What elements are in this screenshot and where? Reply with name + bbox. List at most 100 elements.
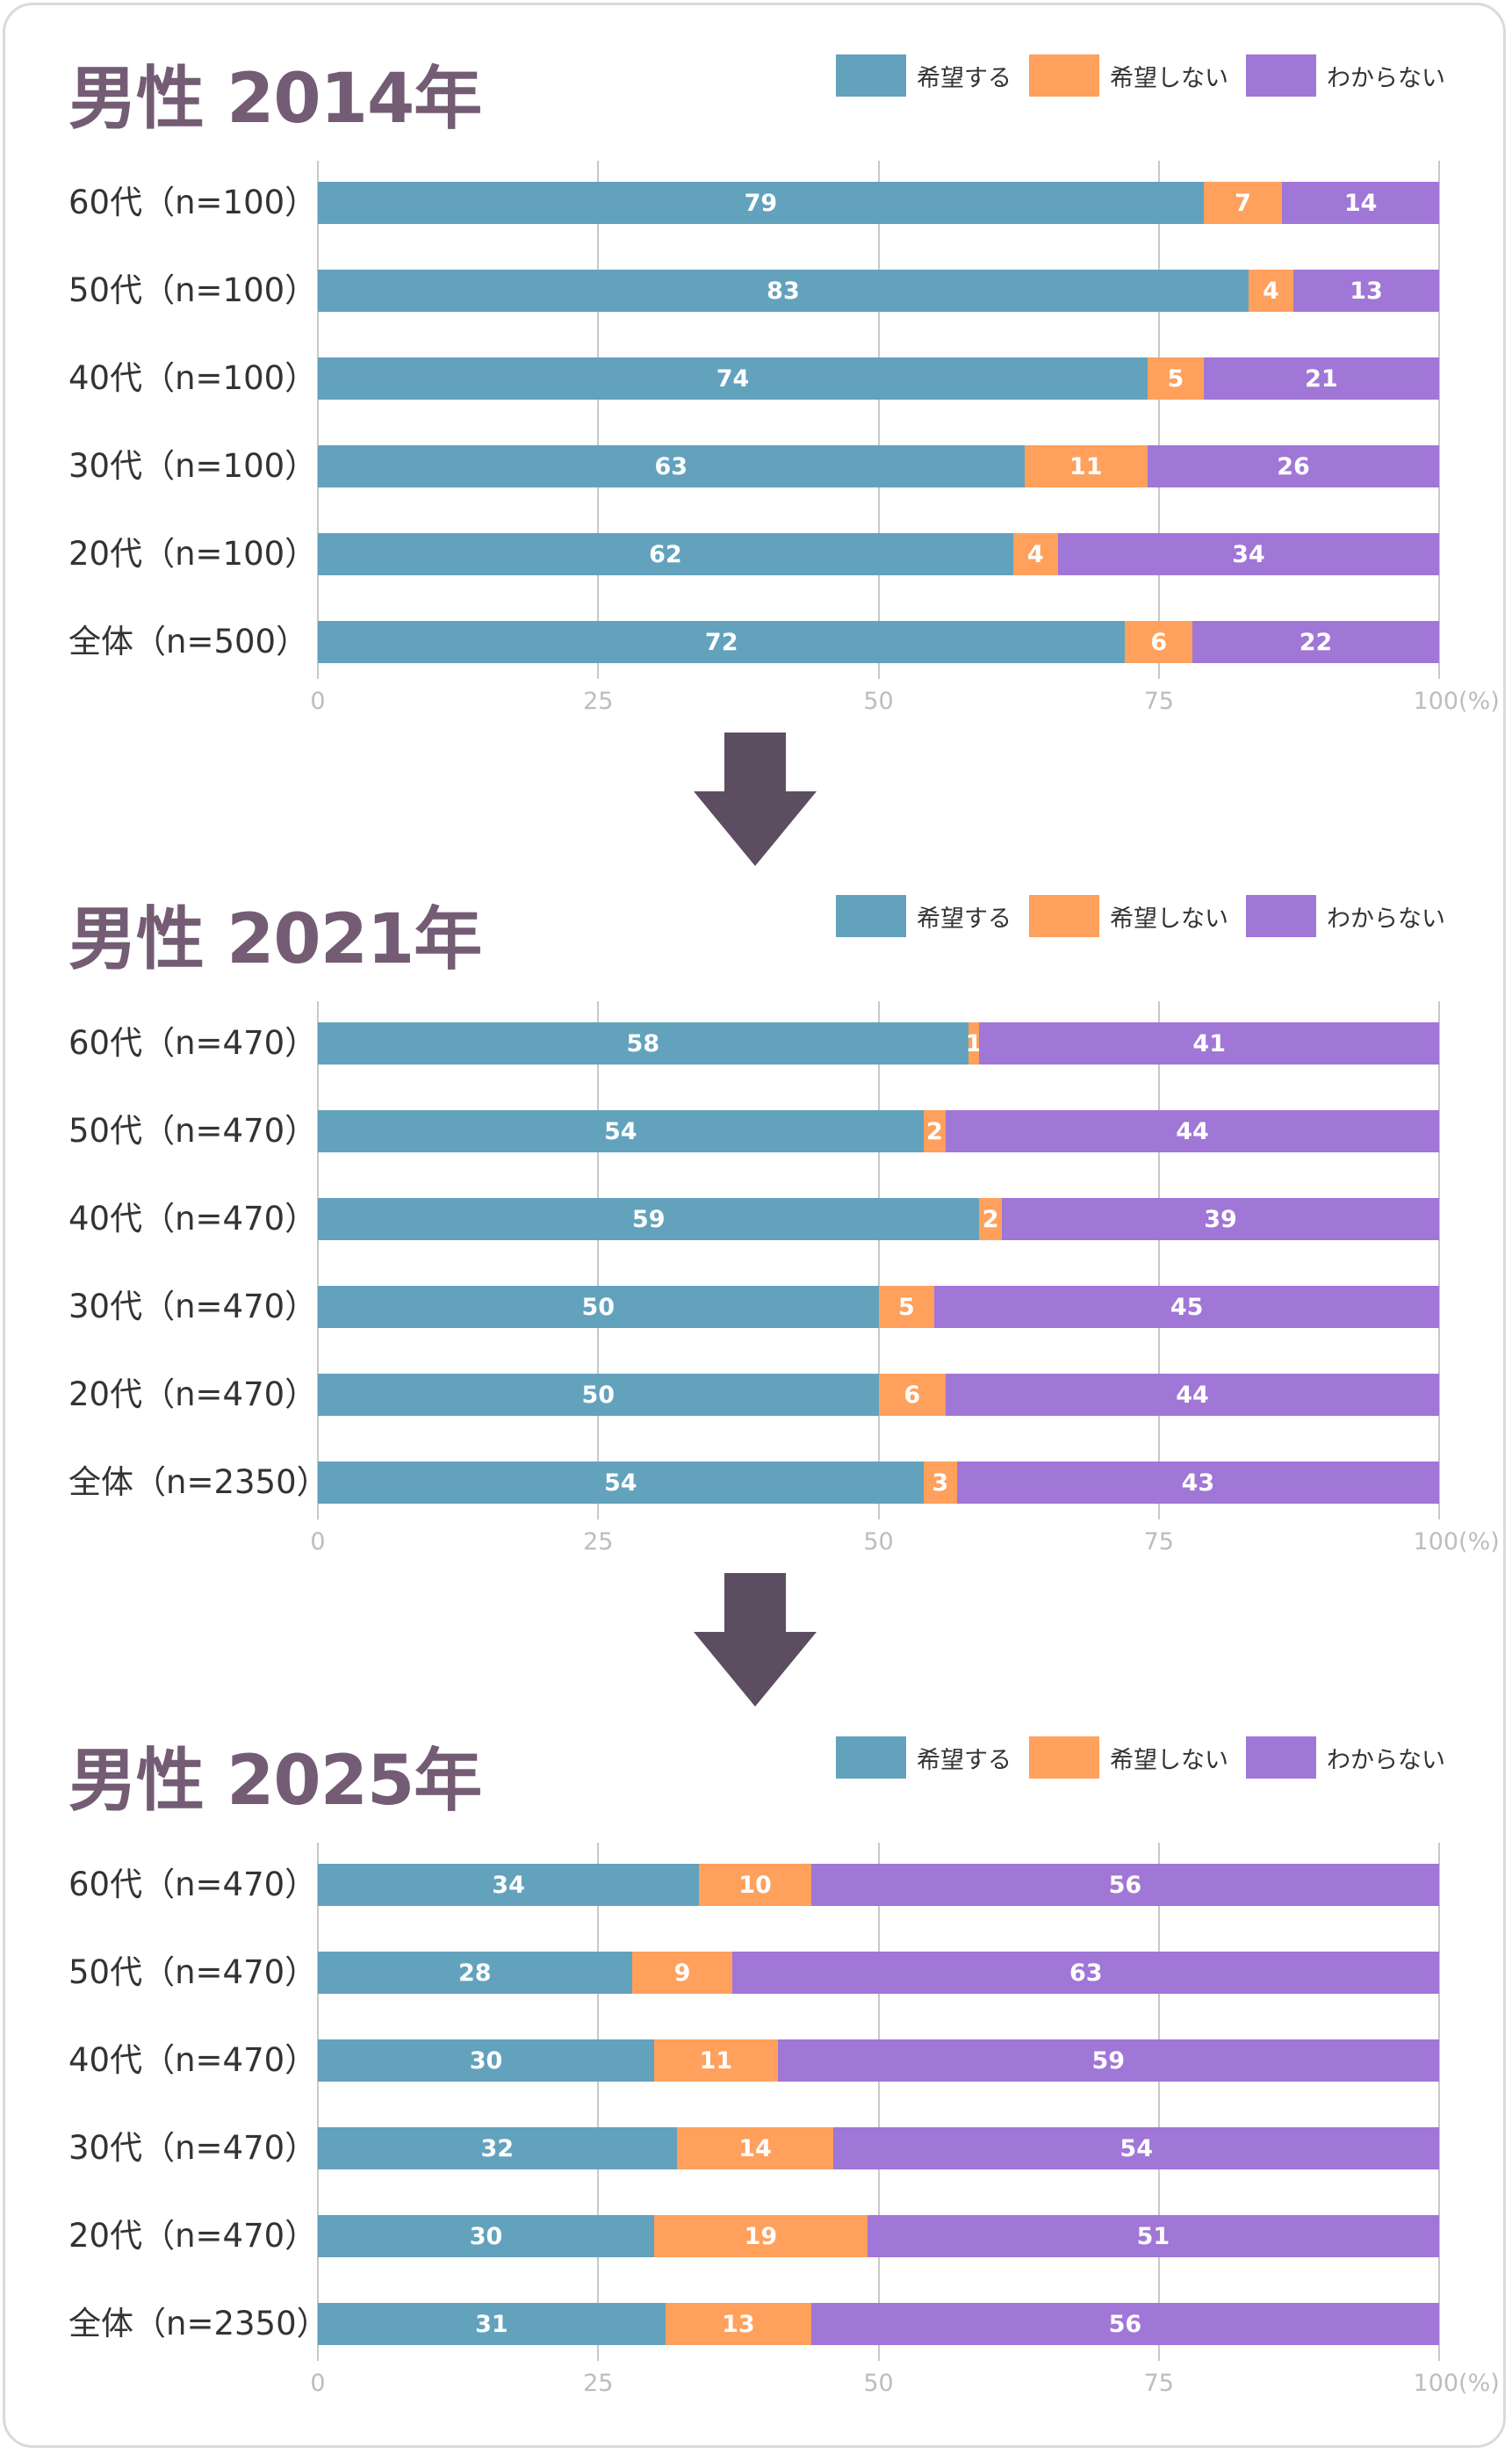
down-arrow-icon xyxy=(694,733,817,866)
stacked-bar: 72 6 22 xyxy=(318,621,1439,663)
stacked-bar: 32 14 54 xyxy=(318,2127,1439,2169)
bar-segment-unknown: 54 xyxy=(833,2127,1439,2169)
data-label: 44 xyxy=(1176,1117,1209,1145)
data-label: 19 xyxy=(744,2222,778,2250)
data-label: 43 xyxy=(1181,1469,1215,1497)
x-tick-label: 0 xyxy=(310,1528,326,1555)
gridline xyxy=(1438,1001,1440,1519)
stacked-bar: 50 5 45 xyxy=(318,1286,1439,1328)
bar-segment-no: 19 xyxy=(654,2215,868,2257)
chart-section-0: 男性 2014年 希望する 希望しない わからない 0 25 50 75 100(%) 60代（n… xyxy=(0,0,1512,729)
data-label: 22 xyxy=(1299,628,1333,656)
bar-segment-no: 13 xyxy=(665,2303,811,2345)
data-label: 62 xyxy=(649,540,682,568)
legend-item: 希望しない xyxy=(1029,54,1228,97)
gridline xyxy=(597,161,600,679)
data-label: 63 xyxy=(1069,1959,1103,1987)
x-tick-label: 100(%) xyxy=(1413,688,1500,715)
legend-label: わからない xyxy=(1327,64,1445,92)
chart-title: 男性 2014年 xyxy=(68,60,482,139)
stacked-bar: 30 11 59 xyxy=(318,2039,1439,2082)
stacked-bar: 63 11 26 xyxy=(318,445,1439,487)
bar-segment-no: 4 xyxy=(1012,533,1058,575)
data-label: 9 xyxy=(673,1959,691,1987)
bar-segment-yes: 34 xyxy=(318,1864,700,1906)
data-label: 50 xyxy=(581,1293,616,1321)
category-label: 30代（n=470） xyxy=(68,2129,318,2167)
data-label: 74 xyxy=(716,364,750,393)
data-label: 6 xyxy=(1150,628,1168,656)
chart-title: 男性 2025年 xyxy=(68,1742,482,1821)
gridline xyxy=(1438,1843,1440,2361)
category-label: 40代（n=470） xyxy=(68,2041,318,2079)
bar-segment-yes: 62 xyxy=(318,533,1013,575)
data-label: 11 xyxy=(1069,452,1103,480)
bar-segment-unknown: 43 xyxy=(956,1462,1439,1504)
gridline xyxy=(1157,161,1160,679)
chart-section-2: 男性 2025年 希望する 希望しない わからない 0 25 50 75 100(%) 60代（n… xyxy=(0,1682,1512,2411)
gridline xyxy=(317,1001,319,1519)
data-label: 56 xyxy=(1108,1871,1142,1899)
gridline xyxy=(317,161,319,679)
stacked-bar: 50 6 44 xyxy=(318,1374,1439,1416)
legend-swatch xyxy=(1246,54,1316,97)
bar-segment-no: 5 xyxy=(878,1286,935,1328)
gridline xyxy=(877,1843,880,2361)
down-arrow-icon xyxy=(694,1573,817,1707)
gridline xyxy=(1157,1843,1160,2361)
category-label: 20代（n=470） xyxy=(68,1375,318,1413)
stacked-bar: 28 9 63 xyxy=(318,1952,1439,1994)
bar-segment-yes: 30 xyxy=(318,2215,655,2257)
data-label: 54 xyxy=(604,1469,637,1497)
data-label: 50 xyxy=(581,1381,616,1409)
stacked-bar: 83 4 13 xyxy=(318,270,1439,312)
legend-label: 希望しない xyxy=(1110,1746,1228,1774)
chart-section-1: 男性 2021年 希望する 希望しない わからない 0 25 50 75 100(%) 60代（n… xyxy=(0,841,1512,1570)
plot-area: 0 25 50 75 100(%) 60代（n=470） 34 10 56 50代（n=470） 2… xyxy=(68,1843,1500,2397)
x-tick-label: 0 xyxy=(310,688,326,715)
x-tick-label: 75 xyxy=(1143,1528,1174,1555)
bar-segment-yes: 50 xyxy=(318,1286,879,1328)
category-label: 全体（n=2350） xyxy=(68,2305,329,2342)
bar-segment-yes: 54 xyxy=(318,1462,924,1504)
category-label: 全体（n=500） xyxy=(68,623,309,660)
legend-swatch xyxy=(1029,1736,1099,1779)
category-label: 全体（n=2350） xyxy=(68,1463,329,1501)
data-label: 30 xyxy=(469,2046,503,2075)
legend-item: 希望する xyxy=(836,895,1012,937)
legend-label: 希望する xyxy=(917,905,1012,933)
stacked-bar: 79 7 14 xyxy=(318,182,1439,224)
legend-item: わからない xyxy=(1246,54,1445,97)
stacked-bar: 30 19 51 xyxy=(318,2215,1439,2257)
gridline xyxy=(1157,1001,1160,1519)
stacked-bar: 54 2 44 xyxy=(318,1110,1439,1152)
bar-segment-yes: 79 xyxy=(318,182,1204,224)
bar-segment-no: 2 xyxy=(923,1110,947,1152)
data-label: 59 xyxy=(631,1205,666,1233)
data-label: 10 xyxy=(738,1871,772,1899)
bar-segment-unknown: 44 xyxy=(946,1374,1439,1416)
category-label: 60代（n=100） xyxy=(68,184,318,221)
legend-item: 希望する xyxy=(836,1736,1012,1779)
bar-segment-no: 1 xyxy=(966,1022,982,1065)
gridline xyxy=(877,161,880,679)
x-tick-label: 100(%) xyxy=(1413,2370,1500,2397)
bar-segment-unknown: 21 xyxy=(1203,357,1439,400)
legend-swatch xyxy=(1029,895,1099,937)
legend-swatch xyxy=(1246,1736,1316,1779)
gridline xyxy=(317,1843,319,2361)
data-label: 41 xyxy=(1192,1029,1226,1057)
bar-segment-unknown: 51 xyxy=(867,2215,1439,2257)
legend-label: 希望する xyxy=(917,64,1012,92)
data-label: 58 xyxy=(626,1029,660,1057)
bar-segment-yes: 50 xyxy=(318,1374,879,1416)
bar-segment-unknown: 39 xyxy=(1001,1198,1439,1240)
bar-segment-no: 9 xyxy=(631,1952,733,1994)
category-label: 60代（n=470） xyxy=(68,1024,318,1062)
bar-segment-no: 6 xyxy=(878,1374,947,1416)
bar-segment-no: 11 xyxy=(1024,445,1148,487)
data-label: 2 xyxy=(982,1205,999,1233)
category-label: 50代（n=470） xyxy=(68,1953,318,1991)
data-label: 5 xyxy=(898,1293,915,1321)
data-label: 2 xyxy=(925,1117,943,1145)
